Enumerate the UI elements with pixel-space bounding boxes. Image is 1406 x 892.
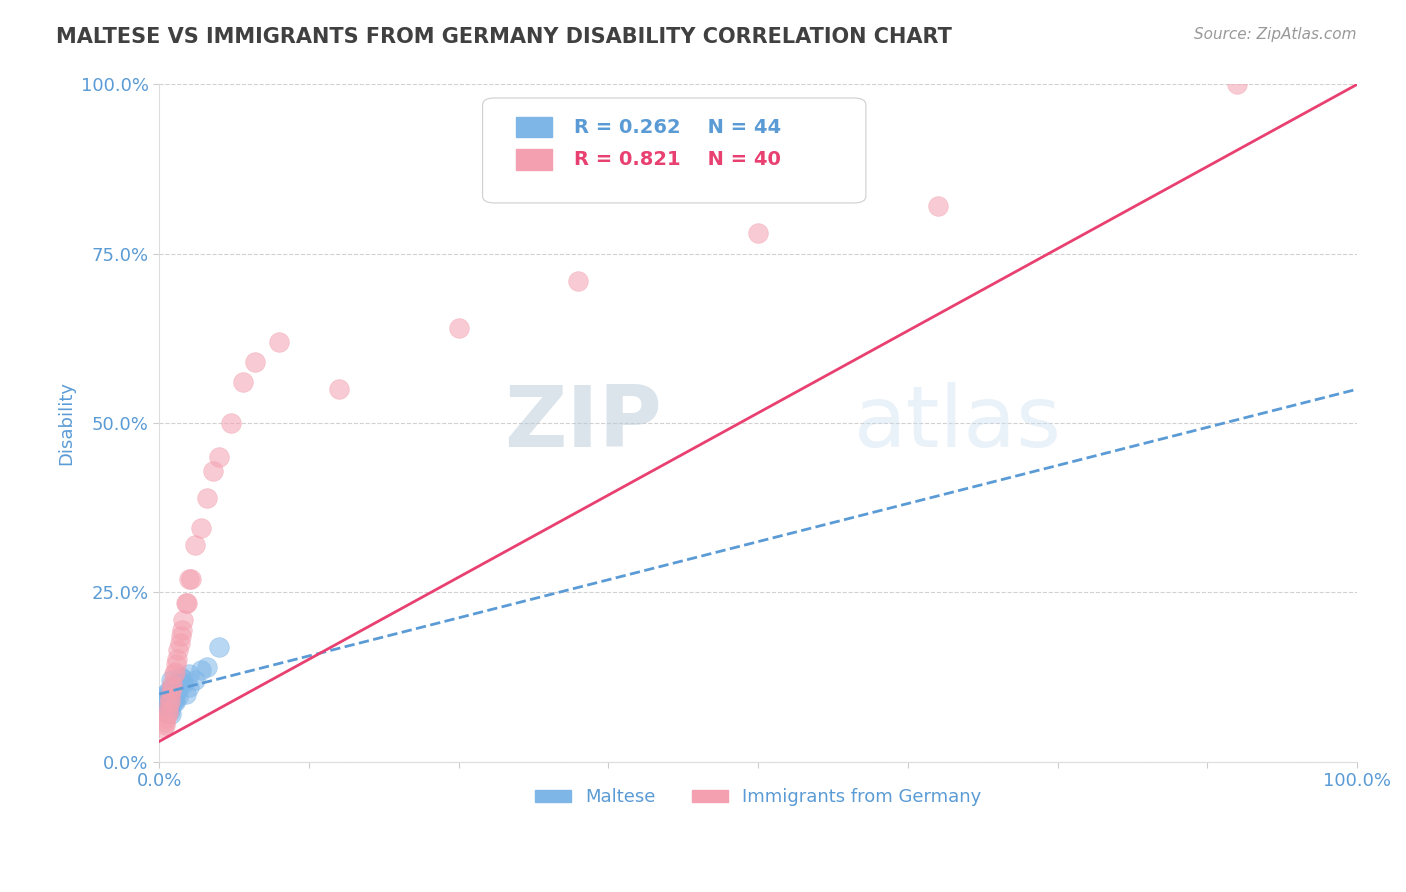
Point [162,680,184,694]
Point [232,376,254,390]
Point [162,697,184,711]
Point [163,665,186,680]
Point [170,670,193,684]
Point [156,689,179,703]
Point [167,677,190,691]
Point [165,657,187,671]
Point [157,700,180,714]
Point [927,199,949,213]
Text: Source: ZipAtlas.com: Source: ZipAtlas.com [1194,27,1357,42]
Point [219,416,242,430]
Point [160,693,183,707]
Point [184,538,207,552]
Point [172,672,194,686]
Legend: Maltese, Immigrants from Germany: Maltese, Immigrants from Germany [527,781,988,814]
Point [267,334,290,349]
Point [202,463,225,477]
Point [159,695,181,709]
Point [176,596,198,610]
Point [152,721,174,735]
Point [190,521,212,535]
Point [159,704,181,718]
Point [177,666,200,681]
Point [184,673,207,688]
Point [159,696,181,710]
Text: ZIP: ZIP [505,382,662,465]
Point [159,690,181,705]
Point [153,690,176,705]
Point [162,686,184,700]
Text: atlas: atlas [853,382,1062,465]
Point [195,491,218,505]
FancyBboxPatch shape [516,150,553,169]
Point [169,636,191,650]
Y-axis label: Disability: Disability [58,381,75,465]
Point [174,687,197,701]
Point [157,697,180,711]
Text: R = 0.821    N = 40: R = 0.821 N = 40 [574,150,780,169]
Point [208,450,231,464]
Point [160,683,183,698]
Point [190,663,212,677]
Point [162,689,184,703]
Point [166,681,188,696]
Point [328,382,350,396]
Point [180,572,202,586]
Point [177,572,200,586]
Point [155,702,177,716]
Point [156,704,179,718]
Point [163,690,186,705]
Point [208,640,231,654]
Point [156,683,179,698]
Point [166,683,188,698]
Point [156,706,179,720]
Point [174,596,197,610]
FancyBboxPatch shape [482,98,866,203]
Point [447,321,470,335]
Point [163,695,186,709]
Point [195,660,218,674]
Point [157,699,180,714]
Point [167,643,190,657]
Point [155,706,177,720]
Point [159,697,181,711]
Text: R = 0.262    N = 44: R = 0.262 N = 44 [574,118,780,136]
Point [160,691,183,706]
Point [172,613,194,627]
Point [156,703,179,717]
Point [162,680,184,694]
Point [243,355,266,369]
Point [165,677,187,691]
Point [747,227,769,241]
Point [162,666,184,681]
Point [153,715,176,730]
FancyBboxPatch shape [516,117,553,137]
Point [567,274,589,288]
Point [172,677,194,691]
Point [160,707,183,722]
Point [162,687,184,701]
Point [162,694,184,708]
Point [166,652,188,666]
Point [165,679,187,693]
Point [153,717,176,731]
Point [160,673,183,688]
Text: MALTESE VS IMMIGRANTS FROM GERMANY DISABILITY CORRELATION CHART: MALTESE VS IMMIGRANTS FROM GERMANY DISAB… [56,27,952,46]
Point [162,677,184,691]
Point [159,694,181,708]
Point [157,694,180,708]
Point [170,623,193,637]
Point [157,698,180,713]
Point [170,674,193,689]
Point [170,630,193,644]
Point [155,711,177,725]
Point [167,690,190,705]
Point [177,680,200,694]
Point [155,687,177,701]
Point [1226,78,1249,92]
